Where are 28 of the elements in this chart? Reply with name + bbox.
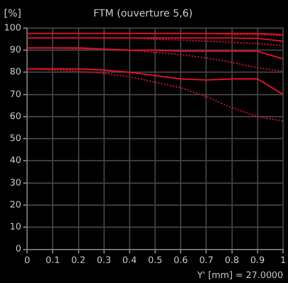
y-tick-label: 50	[10, 134, 22, 144]
y-tick-label: 60	[10, 112, 22, 122]
y-tick-label: 80	[10, 68, 22, 78]
y-tick-label: 30	[10, 178, 22, 188]
x-tick-label: 0.4	[122, 256, 137, 266]
y-tick-label: 20	[10, 200, 22, 210]
x-tick-label: 0.1	[46, 256, 60, 266]
y-tick-label: 70	[10, 90, 22, 100]
y-tick-label: 90	[10, 45, 22, 56]
line-series	[27, 37, 284, 46]
y-tick-label: 10	[10, 222, 22, 233]
x-tick-label: 0.9	[250, 256, 265, 266]
y-tick-label: 0	[15, 244, 22, 255]
y-tick-label: 40	[10, 156, 22, 166]
line-series	[27, 68, 284, 122]
x-tick-label: 0	[24, 256, 30, 266]
x-tick-label: 1	[280, 256, 286, 266]
x-axis-title: Y' [mm] = 27.0000	[196, 270, 284, 281]
chart-title: FTM (ouverture 5,6)	[93, 8, 193, 20]
line-series	[27, 47, 284, 72]
y-tick-label: 100	[4, 23, 22, 34]
x-tick-label: 0.2	[71, 256, 86, 266]
x-tick-label: 0.8	[224, 256, 240, 266]
x-tick-label: 0.5	[148, 256, 162, 266]
x-tick-label: 0.3	[96, 256, 112, 266]
y-axis-title: [%]	[4, 8, 22, 20]
x-tick-label: 0.6	[174, 256, 188, 266]
x-tick-label: 0.7	[199, 256, 214, 266]
